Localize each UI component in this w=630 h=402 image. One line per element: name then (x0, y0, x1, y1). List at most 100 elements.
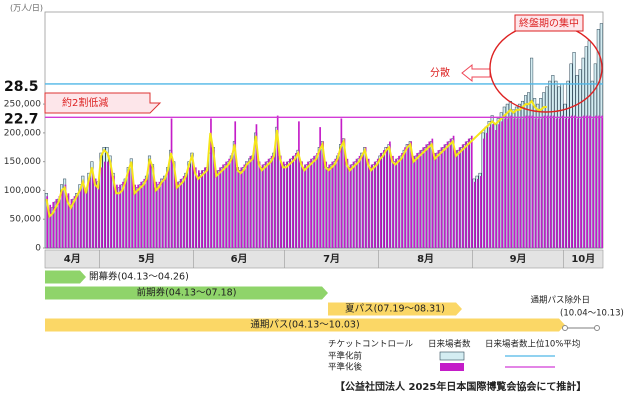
bar-after (492, 124, 494, 248)
bar-after (76, 193, 79, 248)
legend-label: 平準化前 (328, 351, 363, 362)
bar-after (486, 132, 488, 248)
bar-after (194, 167, 197, 248)
bar-after (279, 155, 282, 248)
bar-after (470, 135, 473, 248)
excluded-end (594, 325, 600, 331)
bar-after (94, 178, 97, 248)
bar-after (176, 181, 179, 248)
bar-after (555, 118, 558, 248)
bar-after (103, 161, 106, 248)
bar-after (282, 161, 285, 248)
bar-after (73, 196, 76, 248)
bar-after (410, 141, 412, 248)
bar-after (489, 127, 491, 248)
bar-after (507, 118, 509, 248)
bar-after (304, 164, 306, 248)
bar-after (207, 164, 209, 248)
bar-after (382, 150, 385, 248)
bar-after (261, 164, 264, 248)
tickets: 開幕券(04.13～04.26) 前期券(04.13～07.18) 夏パス(07.1… (45, 270, 565, 332)
bar-after (592, 118, 594, 248)
bar-after (319, 127, 321, 248)
bar-after (543, 115, 546, 248)
bar-after (513, 118, 516, 248)
bar-after (510, 115, 513, 248)
bar-after (401, 153, 403, 248)
bar-after (285, 161, 288, 248)
bar-after (301, 161, 303, 248)
excluded-range: (10.04～10.13) (560, 309, 624, 319)
bar-after (461, 144, 464, 248)
bar-after (222, 164, 224, 248)
bar-after (307, 161, 309, 248)
bar-after (91, 170, 94, 248)
bar-after (295, 153, 297, 248)
bar-after (376, 158, 379, 248)
bar-after (434, 153, 437, 248)
bar-after (595, 115, 597, 248)
bar-after (464, 141, 467, 248)
bar-after (331, 161, 334, 248)
bar-after (313, 155, 315, 248)
bar-after (128, 170, 130, 248)
bar-after (197, 170, 200, 248)
legend-title: チケットコントロール (328, 340, 414, 350)
bar-after (164, 176, 167, 248)
bar-after (97, 181, 100, 248)
bar-after (367, 158, 370, 248)
bar-after (225, 161, 227, 248)
month-band (44, 249, 604, 269)
y-tick-label: 250,000 (4, 100, 41, 110)
bar-after (516, 118, 519, 248)
ticket-arrow (45, 286, 328, 300)
bar-after (419, 150, 422, 248)
bar-after (501, 121, 503, 248)
bar-after (340, 118, 343, 248)
y-tick-label: 0 (35, 244, 41, 254)
bar-after (85, 187, 88, 248)
concentration-label: 終盤期の集中 (519, 17, 579, 30)
bar-after (61, 190, 64, 248)
x-tick-label: 9月 (510, 253, 527, 265)
bar-after (219, 167, 221, 248)
reduction-label: 約2割低減 (62, 96, 108, 109)
bar-after (237, 167, 240, 248)
bar-after (182, 176, 185, 248)
ticket-arrow (45, 270, 86, 284)
bar-after (49, 204, 52, 248)
bar-after (243, 164, 246, 248)
ticket-label: 夏パス(07.19～08.31) (345, 304, 445, 315)
bar-after (325, 161, 328, 248)
bar-after (355, 158, 358, 248)
bar-after (476, 178, 479, 248)
bar-after (431, 138, 434, 248)
bar-after (413, 155, 415, 248)
bar-after (310, 158, 312, 248)
bar-after (580, 118, 582, 248)
bar-after (334, 158, 337, 248)
bar-after (534, 118, 537, 248)
source-note: 【公益社団法人 2025年日本国際博覧会協会にて推計】 (335, 380, 586, 393)
bars (44, 23, 603, 249)
bar-after (546, 115, 549, 248)
bar-after (64, 184, 67, 248)
bar-after (161, 178, 164, 248)
bar-after (185, 173, 188, 248)
bar-after (234, 121, 237, 248)
bar-after (246, 161, 249, 248)
bar-after (158, 181, 161, 248)
bar-after (70, 199, 73, 248)
bar-after (349, 164, 352, 248)
bar-after (540, 118, 543, 248)
bar-after (316, 153, 318, 248)
bar-after (498, 124, 500, 248)
bar-after (152, 167, 155, 248)
bar-after (188, 167, 191, 248)
x-tick-label: 4月 (64, 253, 81, 265)
bar-after (601, 115, 603, 248)
bar-after (519, 118, 522, 248)
bar-after (531, 115, 534, 248)
